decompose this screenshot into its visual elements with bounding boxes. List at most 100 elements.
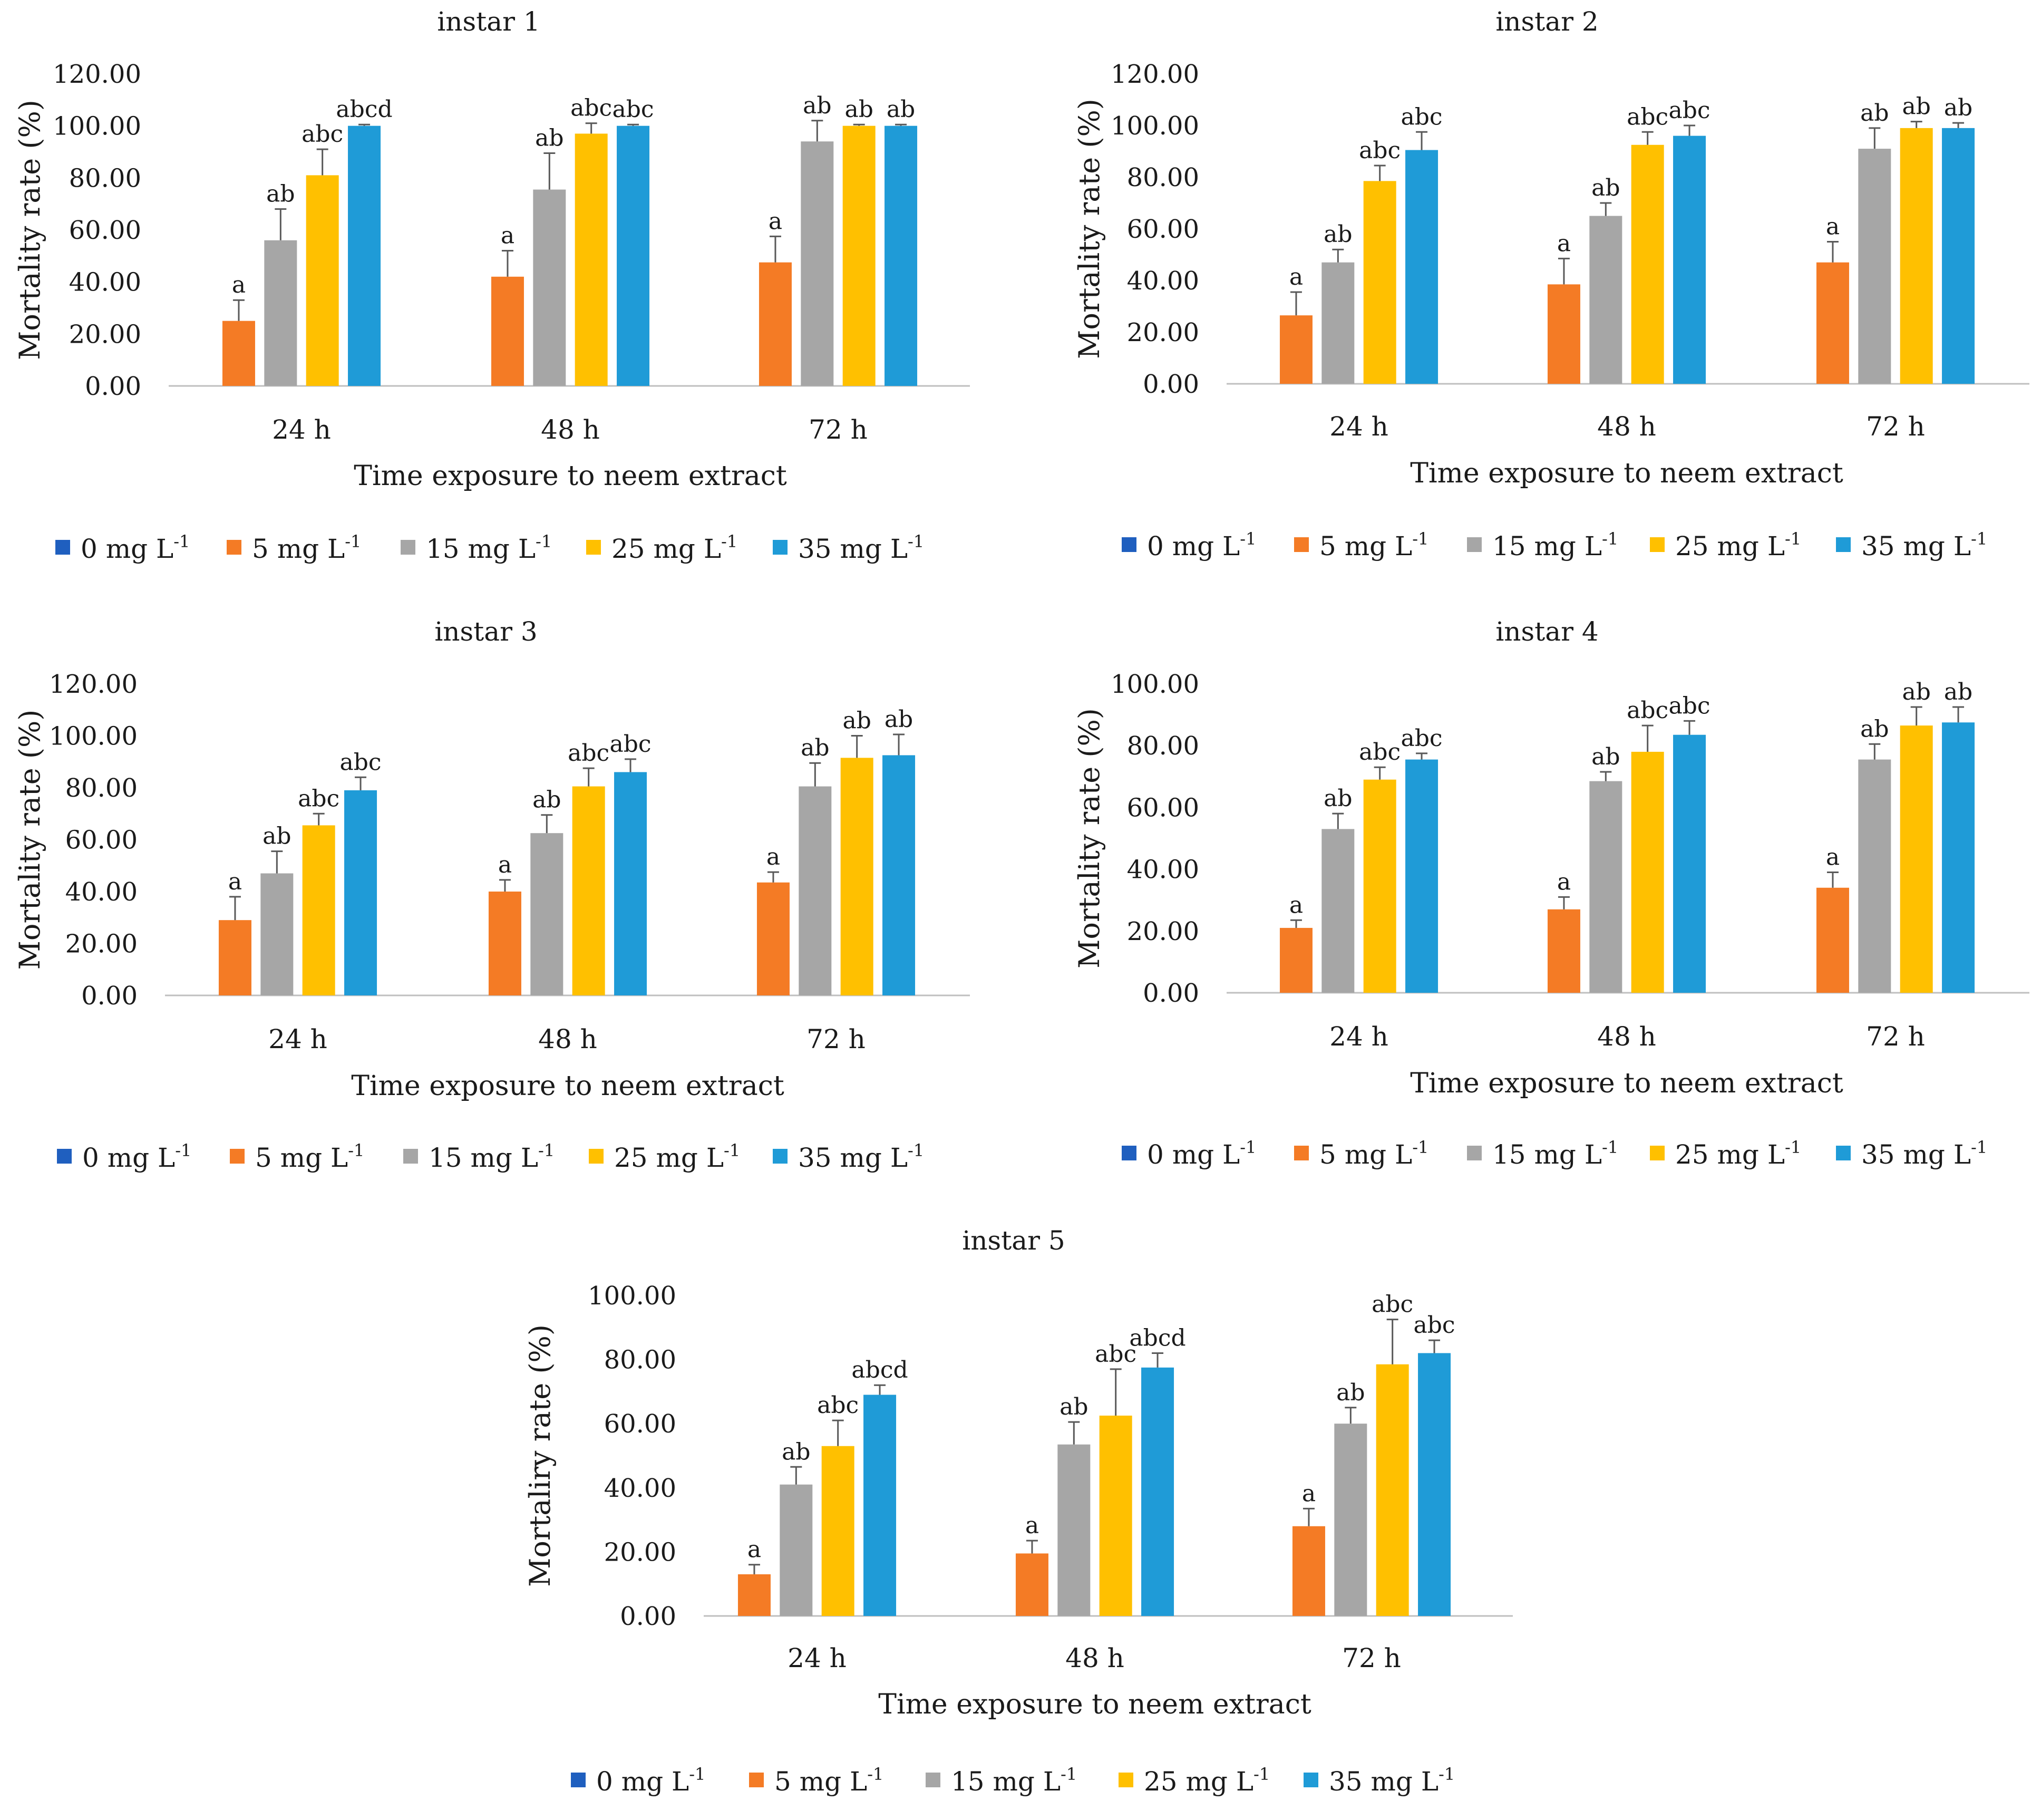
bar: [885, 125, 918, 386]
significance-label: ab: [1324, 785, 1352, 812]
legend-label: 25 mg L-1: [611, 531, 737, 564]
significance-label: ab: [782, 1438, 810, 1465]
legend: 0 mg L-1 5 mg L-1 15 mg L-1 25 mg L-1 35 mg …: [571, 1764, 1455, 1797]
legend-swatch: [227, 540, 241, 555]
legend-label: 25 mg L-1: [1675, 1137, 1801, 1170]
bar: [1631, 751, 1664, 993]
x-tick-label: 72 h: [1866, 411, 1925, 442]
bar: [1900, 725, 1933, 993]
x-tick-label: 72 h: [1866, 1021, 1925, 1052]
legend-swatch: [749, 1773, 764, 1787]
significance-label: ab: [1944, 94, 1972, 121]
bar: [882, 755, 916, 995]
significance-label: abc: [570, 95, 612, 122]
legend-label: 35 mg L-1: [798, 531, 924, 564]
bar: [572, 786, 605, 995]
y-tick-label: 120.00: [1111, 60, 1199, 89]
y-axis-label: Mortality rate (%): [13, 100, 46, 360]
legend-swatch: [926, 1773, 940, 1787]
y-tick-label: 40.00: [1127, 266, 1199, 296]
significance-label: ab: [1860, 715, 1889, 742]
bar: [264, 240, 297, 386]
bar: [863, 1395, 897, 1616]
y-tick-label: 0.00: [1143, 979, 1199, 1008]
significance-label: ab: [1060, 1393, 1088, 1420]
significance-label: ab: [1902, 93, 1930, 120]
legend-label: 0 mg L-1: [1147, 1137, 1256, 1170]
y-axis-label: Mortality rate (%): [1073, 99, 1106, 359]
legend-swatch: [586, 540, 601, 555]
legend-swatch: [1122, 537, 1136, 552]
significance-label: abc: [1669, 692, 1710, 719]
bar: [821, 1446, 854, 1616]
y-axis-label: Mortaliry rate (%): [523, 1324, 557, 1587]
y-tick-label: 40.00: [69, 268, 141, 297]
significance-label: abc: [817, 1392, 859, 1419]
significance-label: abc: [1627, 697, 1668, 724]
significance-label: abc: [1669, 97, 1710, 124]
significance-label: a: [498, 851, 512, 878]
y-tick-label: 100.00: [1111, 111, 1199, 141]
chart-title: instar 3: [434, 616, 537, 647]
bar: [530, 833, 563, 995]
significance-label: abc: [568, 740, 609, 767]
chart-title: instar 4: [1495, 616, 1598, 647]
legend-label: 25 mg L-1: [1144, 1764, 1270, 1797]
significance-label: abc: [610, 731, 652, 758]
bar: [1015, 1553, 1048, 1616]
y-tick-label: 0.00: [1143, 370, 1199, 399]
legend-label: 35 mg L-1: [1329, 1764, 1455, 1797]
legend-swatch: [55, 540, 70, 555]
legend-swatch: [401, 540, 415, 555]
bar: [842, 125, 876, 386]
chart-1: instar 1 0.00 20.00 40.00 60.00 80.00 100.00 12…: [13, 6, 970, 564]
significance-label: a: [501, 222, 514, 249]
significance-label: abc: [1359, 137, 1401, 164]
significance-label: ab: [803, 92, 831, 119]
bar: [1405, 150, 1439, 384]
y-tick-label: 80.00: [604, 1345, 676, 1375]
bar: [575, 133, 608, 386]
significance-label: a: [1557, 230, 1571, 257]
bar: [488, 892, 521, 995]
y-tick-label: 60.00: [1127, 793, 1199, 822]
legend-swatch: [571, 1773, 586, 1787]
bar: [780, 1484, 813, 1616]
legend-swatch: [1836, 1146, 1851, 1160]
bar: [759, 262, 792, 386]
bar: [1589, 216, 1622, 384]
bar: [801, 141, 834, 386]
bar: [756, 882, 790, 995]
y-tick-label: 0.00: [620, 1602, 676, 1631]
bar: [1942, 128, 1975, 384]
significance-label: a: [1826, 214, 1840, 240]
y-tick-label: 100.00: [53, 112, 141, 141]
legend-swatch: [57, 1149, 72, 1164]
bar: [614, 772, 647, 995]
bar: [1816, 262, 1849, 384]
significance-label: ab: [1324, 221, 1352, 248]
legend-swatch: [773, 1149, 788, 1164]
legend-label: 0 mg L-1: [596, 1764, 705, 1797]
significance-label: a: [766, 844, 780, 870]
x-tick-label: 24 h: [1329, 411, 1388, 442]
bar: [1363, 181, 1396, 384]
bar: [1141, 1367, 1174, 1616]
chart-3: instar 3 0.00 20.00 40.00 60.00 80.00 100.00 12…: [13, 616, 970, 1173]
y-tick-label: 80.00: [65, 773, 138, 803]
y-tick-label: 60.00: [1127, 215, 1199, 244]
y-tick-label: 20.00: [65, 930, 138, 959]
significance-label: abcd: [851, 1357, 908, 1383]
bar: [1321, 262, 1355, 384]
bar: [840, 758, 873, 995]
y-tick-label: 40.00: [604, 1474, 676, 1503]
legend: 0 mg L-1 5 mg L-1 15 mg L-1 25 mg L-1 35 mg …: [1122, 1137, 1987, 1170]
legend-label: 15 mg L-1: [951, 1764, 1077, 1797]
bar: [1547, 284, 1580, 384]
bar: [799, 786, 832, 995]
significance-label: a: [769, 208, 782, 235]
legend-label: 35 mg L-1: [798, 1140, 924, 1173]
legend-label: 35 mg L-1: [1861, 1137, 1987, 1170]
legend-swatch: [1119, 1773, 1133, 1787]
significance-label: ab: [535, 124, 563, 151]
